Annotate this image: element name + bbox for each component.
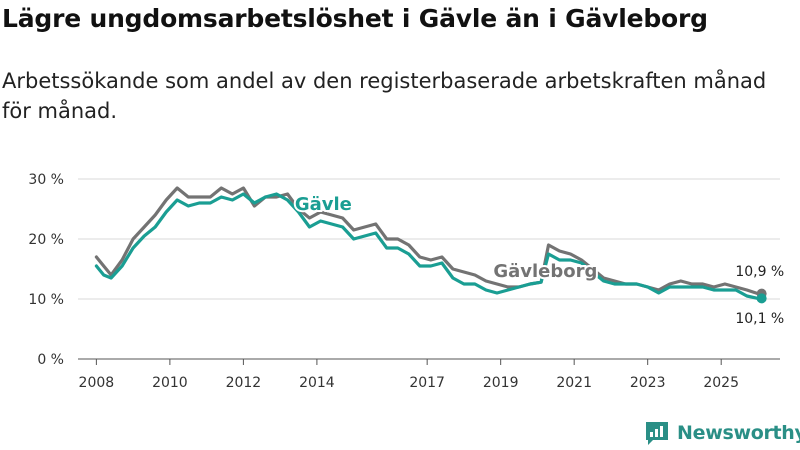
- series-lines: [94, 186, 767, 304]
- y-tick-label: 20 %: [28, 232, 64, 248]
- series-endpoint-gavle: [756, 293, 767, 304]
- series-line-gavleborg: [94, 186, 764, 296]
- y-tick-label: 10 %: [28, 292, 64, 308]
- brand-name: Newsworthy: [677, 422, 800, 444]
- x-tick-label: 2017: [409, 375, 445, 391]
- brand-logo: Newsworthy: [644, 420, 800, 446]
- x-tick-label: 2010: [152, 375, 188, 391]
- end-value-gavle: 10,1 %: [735, 311, 784, 327]
- x-tick-label: 2019: [483, 375, 519, 391]
- x-tick-label: 2012: [226, 375, 262, 391]
- series-labels: Gävle Gävleborg 10,9 % 10,1 %: [293, 192, 786, 329]
- end-value-gavleborg: 10,9 %: [735, 264, 784, 280]
- x-tick-label: 2008: [79, 375, 115, 391]
- newsworthy-logo-icon: [646, 422, 668, 445]
- y-axis: 0 % 10 % 20 % 30 %: [28, 172, 64, 368]
- gridlines: [78, 178, 780, 360]
- x-tick-label: 2023: [630, 375, 666, 391]
- series-line-gavle: [94, 192, 764, 300]
- chart-subtitle: Arbetssökande som andel av den registerb…: [2, 69, 767, 123]
- y-tick-label: 0 %: [37, 352, 64, 368]
- chart-title: Lägre ungdomsarbetslöshet i Gävle än i G…: [2, 4, 708, 33]
- x-tick-label: 2025: [703, 375, 739, 391]
- x-tick-label: 2014: [299, 375, 335, 391]
- x-axis: 2008 2010 2012 2014 2017 2019 2021 2023 2025: [79, 359, 739, 391]
- y-tick-label: 30 %: [28, 172, 64, 188]
- series-label-gavleborg: Gävleborg: [493, 261, 597, 282]
- x-tick-label: 2021: [556, 375, 592, 391]
- series-label-gavle: Gävle: [295, 194, 352, 215]
